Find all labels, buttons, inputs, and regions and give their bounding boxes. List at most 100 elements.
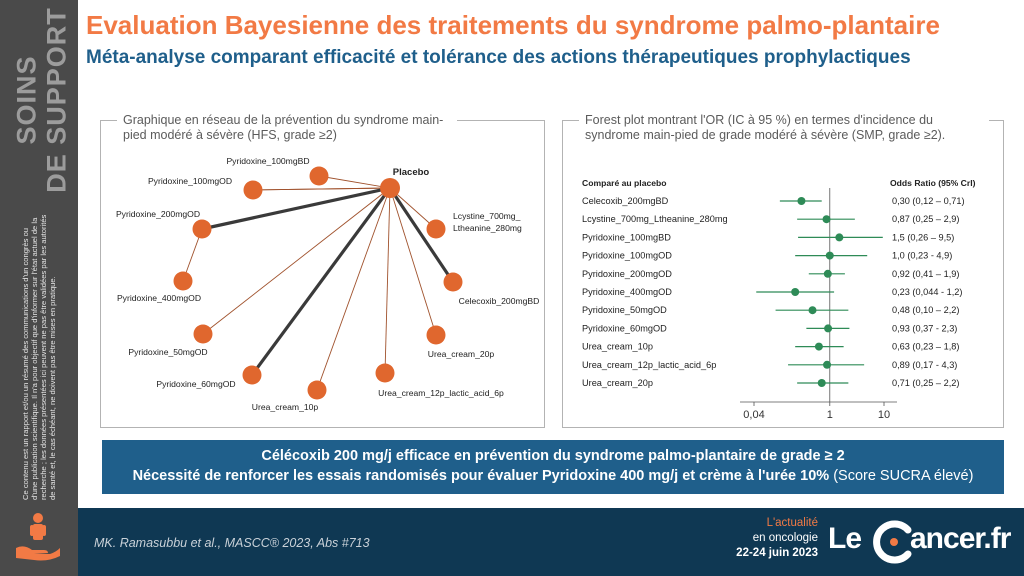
actu-dates: 22-24 juin 2023 (736, 547, 818, 559)
network-node-hub (380, 178, 400, 198)
page-title: Evaluation Bayesienne des traitements du… (86, 10, 940, 40)
network-title: Graphique en réseau de la prévention du … (117, 113, 457, 143)
forest-point (835, 233, 844, 242)
network-panel: Graphique en réseau de la prévention du … (100, 113, 545, 428)
forest-row-value: 0,48 (0,10 – 2,2) (892, 305, 959, 315)
forest-point (822, 215, 831, 224)
network-node-label: Urea_cream_10p (252, 402, 319, 412)
network-edge (384, 187, 391, 374)
lecancer-logo: Le ancer.fr (828, 520, 1018, 564)
logo-le: Le (828, 522, 862, 555)
forest-plot: Comparé au placebo Odds Ratio (95% CrI) Ce… (582, 178, 976, 421)
actu-line2: en oncologie (752, 532, 818, 544)
forest-row-value: 0,93 (0,37 - 2,3) (892, 323, 957, 333)
network-edge (389, 187, 437, 336)
forest-point (814, 342, 823, 351)
network-node (192, 219, 212, 239)
network-edge (316, 187, 391, 391)
section-title-line1: SOINS (11, 55, 42, 145)
network-node-label: Urea_cream_12p_lactic_acid_6p (378, 388, 504, 398)
network-node-label: Celecoxib_200mgBD (459, 296, 540, 306)
citation: MK. Ramasubbu et al., MASCC® 2023, Abs #… (94, 536, 370, 550)
network-node-label: Pyridoxine_200mgOD (116, 209, 200, 219)
forest-row-value: 0,30 (0,12 – 0,71) (892, 196, 965, 206)
network-node (173, 271, 193, 291)
forest-row-value: 1,0 (0,23 - 4,9) (892, 251, 952, 261)
forest-row-label: Pyridoxine_200mgOD (582, 269, 672, 279)
forest-row-value: 0,89 (0,17 - 4,3) (892, 360, 957, 370)
network-node-label: Pyridoxine_400mgOD (117, 293, 201, 303)
network-node (309, 166, 329, 186)
forest-col-left-header: Comparé au placebo (582, 178, 667, 188)
network-edge (388, 187, 455, 283)
conclusion-line2: Nécessité de renforcer les essais random… (132, 468, 830, 484)
network-edge (250, 187, 392, 376)
logo-c-icon (873, 520, 912, 564)
person-hand-icon (16, 513, 60, 561)
forest-row-value: 1,5 (0,26 – 9,5) (892, 232, 954, 242)
forest-point (817, 379, 826, 387)
event-info: L'actualité en oncologie 22-24 juin 2023 (688, 516, 818, 561)
conclusion-banner: Célécoxib 200 mg/j efficace en préventio… (102, 440, 1004, 494)
network-node (307, 380, 327, 400)
network-node (443, 272, 463, 292)
network-hub-label: Placebo (393, 167, 430, 178)
forest-title: Forest plot montrant l'OR (IC à 95 %) en… (579, 113, 989, 143)
forest-x-tick-label: 0,04 (743, 409, 764, 421)
conclusion-note: (Score SUCRA élevé) (833, 468, 974, 484)
disclaimer: Ce contenu est un rapport et/ou un résum… (2, 205, 76, 505)
forest-row-label: Pyridoxine_100mgBD (582, 232, 671, 242)
forest-row-value: 0,23 (0,044 - 1,2) (892, 287, 962, 297)
network-node-label: Ltheanine_280mg (453, 223, 522, 233)
forest-point (808, 306, 817, 315)
forest-row-value: 0,87 (0,25 – 2,9) (892, 214, 959, 224)
network-edge (201, 186, 391, 231)
forest-row-label: Lcystine_700mg_Ltheanine_280mg (582, 214, 728, 224)
forest-row-label: Pyridoxine_100mgOD (582, 251, 672, 261)
network-node-label: Pyridoxine_100mgOD (148, 176, 232, 186)
forest-row-label: Celecoxib_200mgBD (582, 196, 669, 206)
network-edge (252, 187, 391, 191)
forest-row-value: 0,92 (0,41 – 1,9) (892, 269, 959, 279)
forest-point (823, 269, 832, 278)
network-node (242, 365, 262, 385)
network-node-label: Pyridoxine_100mgBD (226, 156, 309, 166)
forest-point (823, 360, 832, 369)
forest-point (791, 288, 800, 296)
forest-x-tick-label: 10 (878, 409, 890, 421)
forest-x-tick-label: 1 (827, 409, 833, 421)
forest-row-label: Urea_cream_12p_lactic_acid_6p (582, 360, 716, 370)
page-subtitle: Méta-analyse comparant efficacité et tol… (86, 47, 911, 68)
forest-row-label: Pyridoxine_50mgOD (582, 305, 667, 315)
section-title-line2: DE SUPPORT (41, 7, 72, 193)
conclusion-line1: Célécoxib 200 mg/j efficace en préventio… (261, 448, 845, 464)
forest-point (825, 251, 834, 260)
forest-panel: Forest plot montrant l'OR (IC à 95 %) en… (562, 113, 1004, 428)
network-node-label: Lcystine_700mg_ (453, 211, 521, 221)
forest-row-value: 0,63 (0,23 – 1,8) (892, 342, 959, 352)
network-node-label: Pyridoxine_60mgOD (156, 379, 235, 389)
network-node (243, 180, 263, 200)
footer: MK. Ramasubbu et al., MASCC® 2023, Abs #… (78, 508, 1024, 576)
network-graph: Placebo Pyridoxine_100mgBD Pyridoxine_100m… (116, 156, 540, 412)
network-edge (202, 187, 391, 335)
actu-line1: L'actualité (766, 517, 818, 529)
network-node (426, 219, 446, 239)
forest-point (797, 197, 806, 205)
forest-row-label: Urea_cream_20p (582, 378, 653, 388)
network-edge (389, 187, 437, 230)
forest-row-label: Pyridoxine_400mgOD (582, 287, 672, 297)
network-node (375, 363, 395, 383)
forest-row-label: Pyridoxine_60mgOD (582, 323, 667, 333)
disclaimer-text: Ce contenu est un rapport et/ou un résum… (21, 214, 57, 500)
network-edge (318, 175, 391, 189)
network-node-label: Pyridoxine_50mgOD (128, 347, 207, 357)
forest-col-right-header: Odds Ratio (95% CrI) (890, 178, 976, 188)
network-node (193, 324, 213, 344)
section-title: SOINS DE SUPPORT (2, 7, 76, 193)
network-node (426, 325, 446, 345)
forest-row-value: 0,71 (0,25 – 2,2) (892, 378, 959, 388)
forest-point (824, 324, 833, 333)
forest-row-label: Urea_cream_10p (582, 342, 653, 352)
network-node-label: Urea_cream_20p (428, 349, 495, 359)
